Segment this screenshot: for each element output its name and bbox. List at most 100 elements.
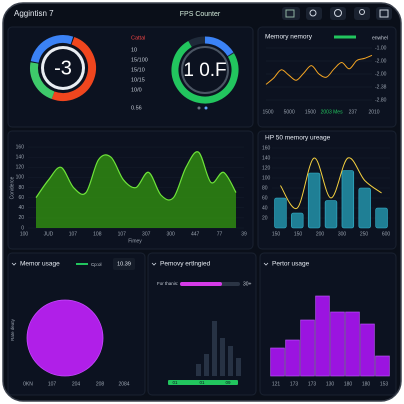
bar <box>204 354 209 376</box>
x-tick-label: 180 <box>362 381 371 387</box>
x-tick-label: 108 <box>93 231 102 237</box>
bar <box>300 319 315 377</box>
stats-item: 0.56 <box>131 105 142 111</box>
progress-value: 30+ <box>243 281 252 287</box>
icon-button[interactable] <box>282 7 300 20</box>
x-tick-label: 121 <box>272 381 281 387</box>
chevron <box>151 262 157 266</box>
x-tick-label: 300 <box>166 231 175 237</box>
stats-item: 10/15 <box>131 77 145 83</box>
x-tick-label: 200 <box>316 231 325 237</box>
x-tick-label: 107 <box>69 231 78 237</box>
icon-button[interactable] <box>354 7 370 20</box>
x-tick-label: 307 <box>142 231 151 237</box>
x-tick-label: 208 <box>96 381 105 387</box>
bar <box>324 200 338 229</box>
bar <box>236 358 241 376</box>
gauge-inner <box>181 46 229 94</box>
indicator-dot <box>197 106 201 110</box>
y-axis-label: Coniderce <box>9 176 15 199</box>
line <box>35 151 237 201</box>
x-tick-label: 300 <box>338 231 347 237</box>
x-tick-label: 150 <box>272 231 281 237</box>
icon-button[interactable] <box>330 7 346 20</box>
icon <box>359 9 365 15</box>
icon <box>309 9 317 17</box>
x-tick-label: 5000 <box>284 109 295 115</box>
gauge-arc <box>51 36 96 101</box>
bar <box>307 172 321 229</box>
legend-label: enwhel <box>372 35 388 41</box>
y-tick-label: 80 <box>262 185 268 191</box>
gauge-arc <box>30 62 55 100</box>
x-tick-label: 100 <box>20 231 29 237</box>
panel-title: Memor usage <box>20 261 60 268</box>
y-tick-label: -1.00 <box>375 45 387 51</box>
y-tick-label: -2.00 <box>375 58 387 64</box>
y-tick-label: 40 <box>262 205 268 211</box>
icon-button[interactable] <box>376 7 392 20</box>
bar <box>345 311 360 377</box>
x-tick-label: 173 <box>308 381 317 387</box>
indicator-dot <box>204 106 208 110</box>
progress-label: For thanis: <box>157 281 178 286</box>
stats-item: 10 <box>131 47 137 53</box>
footer-bar <box>168 380 238 385</box>
x-tick-label: 0KN <box>23 381 33 387</box>
y-tick-label: 140 <box>16 155 25 161</box>
footer-label: 01 <box>172 380 178 385</box>
stats-item: 15/10 <box>131 67 145 73</box>
y-tick-label: 40 <box>18 205 24 211</box>
bar <box>315 295 330 377</box>
x-tick-label: 2010 <box>368 109 379 115</box>
gauge-center <box>44 49 82 87</box>
y-tick-label: 160 <box>262 145 271 151</box>
x-axis-label: Fimey <box>128 238 142 244</box>
x-tick-label: 2003 Mes <box>321 109 343 115</box>
y-tick-label: 100 <box>262 175 271 181</box>
x-tick-label: 447 <box>191 231 200 237</box>
bar <box>360 323 375 377</box>
chevron <box>263 262 269 266</box>
x-tick-label: 204 <box>72 381 81 387</box>
y-tick-label: -2.38 <box>375 84 387 90</box>
app-title: Aggintisn 7 <box>14 9 54 18</box>
x-tick-label: 600 <box>382 231 391 237</box>
x-tick-label: 150 <box>294 231 303 237</box>
y-tick-label: 20 <box>18 215 24 221</box>
pie <box>26 299 104 377</box>
y-tick-label: 120 <box>262 165 271 171</box>
icon <box>285 9 295 18</box>
bar <box>196 364 201 376</box>
x-tick-label: 39 <box>241 231 247 237</box>
line <box>265 54 373 85</box>
line <box>280 157 382 210</box>
y-tick-label: 100 <box>16 175 25 181</box>
badge-value: 10.39 <box>117 261 131 267</box>
panel-title: HP 50 memory ureage <box>265 135 331 142</box>
y-tick-label: 80 <box>18 185 24 191</box>
y-tick-label: 140 <box>262 155 271 161</box>
panel-title: Memory nemory <box>265 34 313 41</box>
y-tick-label: 60 <box>18 195 24 201</box>
x-tick-label: 107 <box>48 381 57 387</box>
y-tick-label: 20 <box>262 215 268 221</box>
gauge-arc <box>30 35 74 64</box>
stats-item: 10/0 <box>131 87 142 93</box>
footer-label: 01 <box>199 380 205 385</box>
x-tick-label: 130 <box>326 381 335 387</box>
icon-button[interactable] <box>306 7 322 20</box>
y-tick-label: -2.80 <box>375 97 387 103</box>
x-tick-label: 173 <box>290 381 299 387</box>
legend-label: Cp:ol <box>91 262 102 267</box>
x-tick-label: 107 <box>118 231 127 237</box>
y-tick-label: 120 <box>16 165 25 171</box>
bar <box>375 355 390 377</box>
y-tick-label: 60 <box>262 195 268 201</box>
y-tick-label: 160 <box>16 144 25 150</box>
x-tick-label: 1500 <box>305 109 316 115</box>
gauge-value: -3 <box>54 57 72 79</box>
panel-title: Pertor usage <box>272 261 310 268</box>
bar <box>375 207 388 229</box>
bar <box>228 346 233 376</box>
